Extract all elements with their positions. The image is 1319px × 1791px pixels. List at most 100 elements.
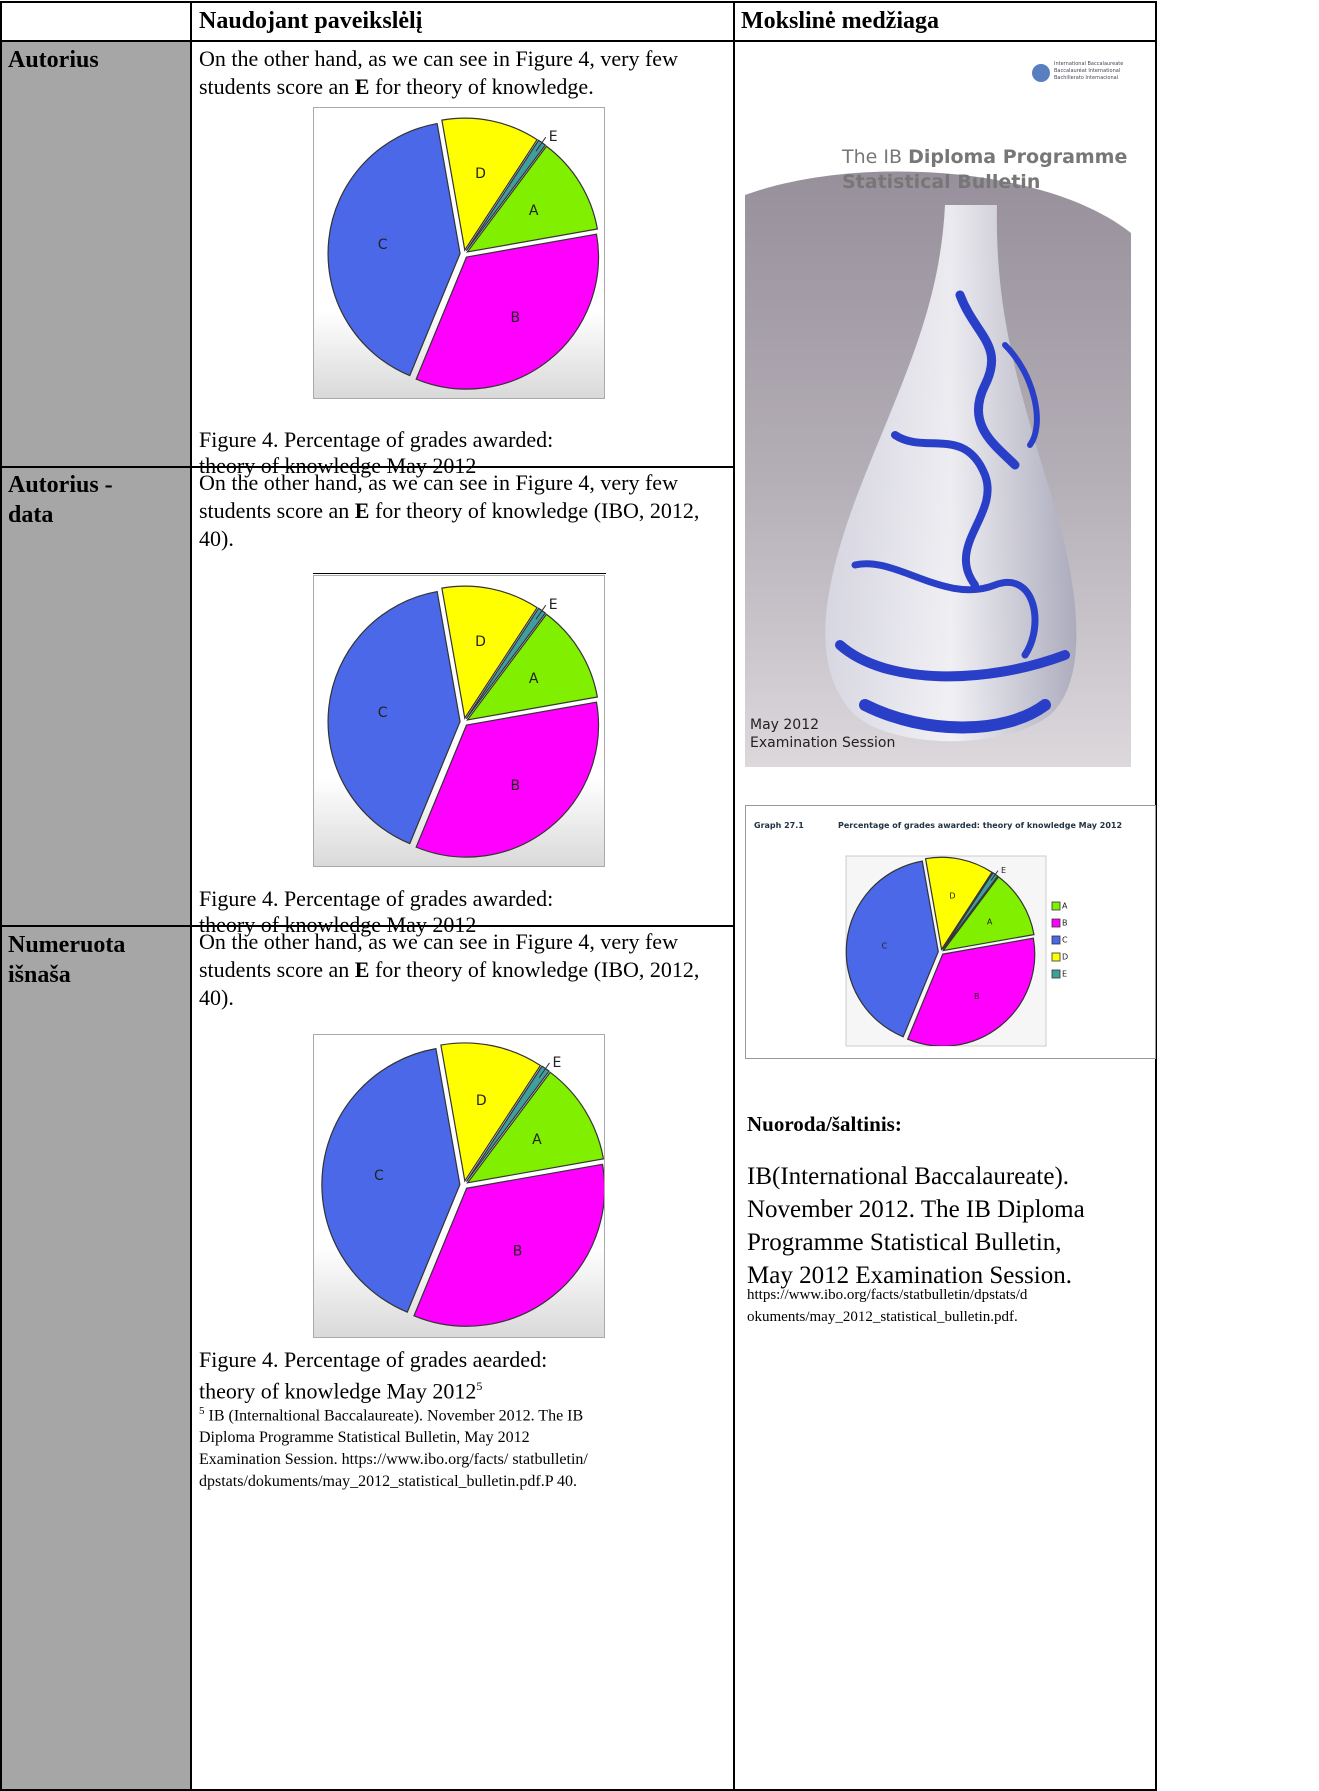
cover-top xyxy=(745,45,1131,233)
slice-label: A xyxy=(987,918,993,927)
pie-slice xyxy=(924,856,993,951)
caption-line: Figure 4. Percentage of grades aearded: xyxy=(199,1347,548,1372)
pie-figure: D E A B C xyxy=(313,575,605,867)
pie-figure: D E A B C xyxy=(313,107,605,399)
border xyxy=(0,1789,1156,1791)
graph-number: Graph 27.1 xyxy=(754,821,804,830)
header-cell: Naudojant paveikslėlį xyxy=(199,8,423,34)
pie-slice xyxy=(441,585,538,720)
caption: Figure 4. Percentage of grades awarded: t… xyxy=(199,886,553,938)
leader-line xyxy=(538,1062,550,1078)
text: IB (Internaltional Baccalaureate). Novem… xyxy=(208,1407,584,1425)
pie-chart: D E A B C xyxy=(845,856,1036,1046)
slice-label: A xyxy=(532,1132,542,1148)
border xyxy=(0,40,1156,42)
url-line: okuments/may_2012_statistical_bulletin.p… xyxy=(747,1309,1018,1325)
slice-label: D xyxy=(475,166,486,182)
pie-slice xyxy=(465,145,599,253)
slice-label: B xyxy=(974,992,980,1001)
slice-label: E xyxy=(552,1055,561,1071)
text: On the other hand, as we can see in Figu… xyxy=(199,46,678,99)
border xyxy=(733,1,735,1791)
slice-label: E xyxy=(1001,866,1006,875)
cover-title: The IB Diploma Programme xyxy=(841,146,1127,168)
slice-label: D xyxy=(475,634,486,650)
label-column xyxy=(0,40,190,1791)
pie-slice xyxy=(415,233,600,390)
cover-session: Examination Session xyxy=(750,735,895,751)
pie-slice xyxy=(441,117,538,252)
caption-line: Figure 4. Percentage of grades awarded: xyxy=(199,886,554,911)
row-label-line: Numeruota xyxy=(8,932,126,958)
source-url: https://www.ibo.org/facts/statbulletin/d… xyxy=(747,1284,1027,1328)
row-label-line: data xyxy=(8,502,54,528)
source-text: IB(International Baccalaureate). Novembe… xyxy=(747,1160,1085,1292)
pie-slice xyxy=(465,613,599,721)
pie-slice xyxy=(845,860,939,1038)
pie-chart: D E A B C xyxy=(327,117,600,390)
paragraph: On the other hand, as we can see in Figu… xyxy=(199,928,724,1012)
legend-swatch xyxy=(1051,952,1061,962)
vase-streaks xyxy=(835,290,1070,734)
source-heading: Nuoroda/šaltinis: xyxy=(747,1112,902,1136)
graph-title: Percentage of grades awarded: theory of … xyxy=(838,821,1122,830)
footnote: 5 IB (Internaltional Baccalaureate). Nov… xyxy=(199,1400,588,1493)
slice-label: B xyxy=(510,310,520,326)
source-line: IB(International Baccalaureate). xyxy=(747,1163,1070,1190)
paragraph: On the other hand, as we can see in Figu… xyxy=(199,45,724,101)
slice-label: C xyxy=(378,237,388,253)
source-line: November 2012. The IB Diploma xyxy=(747,1196,1085,1223)
bold-text: E xyxy=(354,74,370,99)
pie-chart: D E A B C xyxy=(327,585,600,858)
cover-subtitle: Statistical Bulletin xyxy=(842,171,1040,193)
pie-slice xyxy=(413,1163,606,1327)
text: for theory of knowledge (IBO, 2012, 40). xyxy=(199,957,700,1010)
row-label-line: Autorius - xyxy=(8,472,113,498)
legend-swatch xyxy=(1051,969,1061,979)
slice-label: A xyxy=(529,671,539,687)
border xyxy=(190,1,192,1791)
source-line: May 2012 Examination Session. xyxy=(747,1262,1072,1289)
header-cell: Mokslinė medžiaga xyxy=(741,8,939,34)
legend-swatch xyxy=(1051,901,1061,911)
cover-image: International Baccalaureate Baccalauréat… xyxy=(745,45,1131,767)
legend-swatch xyxy=(1051,935,1061,945)
paragraph: On the other hand, as we can see in Figu… xyxy=(199,469,724,553)
bold-text: E xyxy=(354,498,370,523)
vase xyxy=(825,205,1077,742)
slice-label: B xyxy=(510,778,520,794)
caption: Figure 4. Percentage of grades awarded: t… xyxy=(199,427,553,479)
text: for theory of knowledge (IBO, 2012, 40). xyxy=(199,498,700,551)
row-label: Autorius - data xyxy=(8,470,113,530)
superscript: 5 xyxy=(199,1405,205,1417)
row-label: Autorius xyxy=(8,45,99,75)
slice-label: B xyxy=(513,1244,523,1260)
row-label-line: Autorius xyxy=(8,47,99,73)
pie-chart: D E A B C xyxy=(321,1042,606,1327)
pie-slice xyxy=(941,876,1035,952)
logo xyxy=(1032,64,1050,82)
legend-label: D xyxy=(1062,953,1068,962)
leader-line xyxy=(535,136,547,152)
caption-line: theory of knowledge May 2012 xyxy=(199,912,477,937)
footnote-line: Examination Session. https://www.ibo.org… xyxy=(199,1451,588,1469)
caption-line: theory of knowledge May 20125 xyxy=(199,1373,547,1404)
text: On the other hand, as we can see in Figu… xyxy=(199,470,678,523)
caption-line: theory of knowledge May 2012 xyxy=(199,453,477,478)
text: The IB xyxy=(841,146,908,168)
logo-text: Baccalauréat International xyxy=(1054,67,1120,74)
border xyxy=(0,466,734,468)
border xyxy=(0,1,1156,3)
graph-figure: Graph 27.1 Percentage of grades awarded:… xyxy=(745,805,1156,1059)
bold-text: E xyxy=(354,957,370,982)
slice-label: A xyxy=(529,203,539,219)
pie-slice xyxy=(466,1071,605,1184)
legend-label: C xyxy=(1062,936,1068,945)
text: Diploma Programme xyxy=(908,146,1127,168)
text: theory of knowledge May 2012 xyxy=(199,1378,477,1404)
slice-label: C xyxy=(378,705,388,721)
leader-line xyxy=(990,870,999,881)
legend-label: A xyxy=(1062,902,1068,911)
